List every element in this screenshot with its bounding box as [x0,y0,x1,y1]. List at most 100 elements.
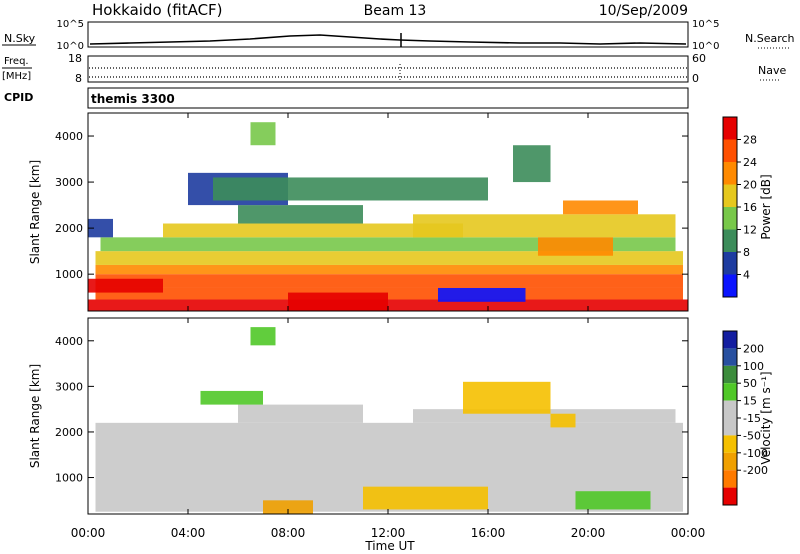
power-cell [95,264,683,275]
velocity-cell [263,500,313,514]
power-cell [288,292,388,311]
freq-label-1: Freq. [4,56,29,67]
power-colorbar-tick-label: 28 [743,134,757,147]
power-cell [95,251,683,265]
velocity-colorbar-tick-label: 50 [743,377,757,390]
x-axis-ticks: 00:00 04:00 08:00 12:00 16:00 20:00 00:00 [71,113,706,540]
power-cell [163,223,463,238]
power-y-tick-label: 3000 [55,176,83,189]
nave-label: Nave [758,64,786,77]
power-cell [88,278,163,293]
power-colorbar-swatch [723,139,737,162]
velocity-colorbar-tick-label: -200 [743,464,768,477]
cpid-label: CPID [4,91,33,104]
velocity-y-tick-label: 3000 [55,380,83,393]
power-y-ticks: 1000 2000 3000 4000 [55,130,688,281]
power-cells [88,122,688,311]
nsearch-label: N.Search [745,32,795,45]
freq-label-2: [MHz] [2,71,31,82]
velocity-y-tick-label: 4000 [55,335,83,348]
power-y-tick-label: 2000 [55,222,83,235]
power-colorbar-tick-label: 12 [743,224,757,237]
x-tick-label: 20:00 [571,526,606,540]
velocity-colorbar-swatch [723,418,737,436]
power-cell [250,122,276,146]
velocity-y-label: Slant Range [km] [28,364,42,468]
velocity-colorbar-swatch [723,452,737,471]
nsearch-tick-top: 10^5 [692,19,719,30]
velocity-cells [95,327,683,514]
nsky-tick-top: 10^5 [57,19,84,30]
power-colorbar-ticks: 4 8 12 16 20 24 28 [737,134,757,282]
velocity-colorbar-swatch [723,435,737,453]
nave-tick-bottom: 0 [692,72,699,85]
velocity-colorbar-swatch [723,383,737,401]
power-colorbar-tick-label: 8 [743,246,750,259]
power-y-tick-label: 1000 [55,268,83,281]
power-colorbar: 4 8 12 16 20 24 28 Power [dB] [722,116,773,298]
power-cell [95,287,683,300]
velocity-cell [200,390,263,405]
freq-panel: Freq. [MHz] 18 8 60 0 Nave [2,52,786,85]
cpid-panel: CPID themis 3300 [4,87,689,109]
x-tick-label: 04:00 [171,526,206,540]
x-tick-label: 00:00 [71,526,106,540]
power-colorbar-label: Power [dB] [759,174,773,239]
power-colorbar-swatch [723,117,737,140]
power-colorbar-swatch [723,252,737,275]
power-colorbar-swatch [723,229,737,252]
velocity-colorbar: 200 100 50 15 -15 -50 -100 -200 Velocity [m s⁻¹… [722,330,773,506]
power-y-tick-label: 4000 [55,130,83,143]
power-colorbar-tick-label: 24 [743,156,757,169]
velocity-colorbar-tick-label: -15 [743,412,761,425]
velocity-colorbar-tick-label: 15 [743,395,757,408]
velocity-panel: 1000 2000 3000 4000 Slant Range [km] [28,317,689,515]
velocity-cell [250,327,276,346]
power-cell [438,287,526,302]
nave-tick-top: 60 [692,52,706,65]
velocity-y-tick-label: 2000 [55,426,83,439]
velocity-colorbar-swatch [723,348,737,366]
power-cell [213,177,488,201]
x-tick-label: 16:00 [471,526,506,540]
freq-tick-top: 18 [68,52,82,65]
velocity-cell [463,381,551,414]
power-cell [100,237,676,252]
x-tick-label: 00:00 [671,526,706,540]
velocity-cell [238,404,363,423]
velocity-y-ticks: 1000 2000 3000 4000 [55,335,688,485]
velocity-colorbar-swatch [723,400,737,418]
velocity-colorbar-swatch [723,470,737,488]
velocity-cell [575,491,651,510]
power-colorbar-swatch [723,274,737,297]
power-cell [513,145,551,183]
velocity-colorbar-tick-label: -100 [743,447,768,460]
power-colorbar-tick-label: 16 [743,201,757,214]
nsky-label: N.Sky [4,32,36,45]
velocity-cell [363,486,488,510]
velocity-y-tick-label: 1000 [55,472,83,485]
date-title: 10/Sep/2009 [599,3,688,19]
power-cell [413,214,676,238]
nsky-panel: N.Sky 10^5 10^0 10^5 10^0 N.Search [2,19,795,52]
power-colorbar-swatch [723,162,737,185]
power-colorbar-swatch [723,207,737,230]
power-panel: 1000 2000 3000 4000 Slant Range [km] [28,112,689,312]
x-axis-label: Time UT [364,539,415,553]
velocity-colorbar-label: Velocity [m s⁻¹] [759,371,773,464]
velocity-colorbar-tick-label: -50 [743,429,761,442]
nsky-tick-bottom: 10^0 [57,41,84,52]
velocity-colorbar-tick-label: 200 [743,342,764,355]
x-tick-label: 08:00 [271,526,306,540]
power-colorbar-tick-label: 20 [743,179,757,192]
power-cell [563,200,638,215]
cpid-value: themis 3300 [91,92,175,106]
station-title: Hokkaido (fitACF) [92,1,223,19]
velocity-cell [550,413,576,428]
x-tick-label: 12:00 [371,526,406,540]
velocity-colorbar-tick-label: 100 [743,360,764,373]
nsky-trace [89,34,687,45]
power-cell [95,274,683,288]
velocity-colorbar-swatch [723,365,737,384]
